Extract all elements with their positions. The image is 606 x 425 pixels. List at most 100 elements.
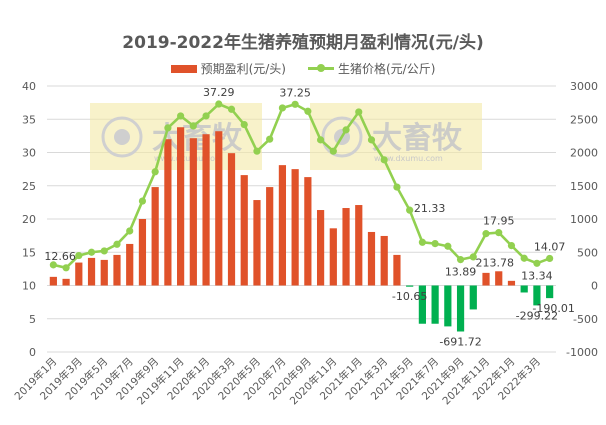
price-point [355, 108, 363, 116]
bar [164, 139, 172, 286]
bar [202, 134, 210, 286]
left-axis-tick: 0 [29, 346, 36, 359]
bar [126, 243, 134, 286]
bar [75, 262, 83, 286]
price-point [113, 240, 121, 248]
price-point [138, 197, 147, 205]
price-line [53, 102, 551, 270]
bar [87, 257, 96, 286]
watermark-brand: 大畜牧 [372, 121, 463, 156]
price-point [291, 100, 299, 108]
price-point [75, 251, 83, 260]
bar [316, 210, 325, 286]
price-point [100, 247, 108, 255]
bar [291, 169, 299, 286]
watermark-url: www.dxumu.com [154, 154, 223, 163]
bar [100, 259, 108, 286]
right-axis-tick: 500 [577, 246, 598, 259]
bar [329, 228, 337, 286]
price-point [278, 104, 287, 112]
bar [113, 254, 121, 286]
right-axis-tick: 3000 [570, 80, 598, 93]
bar [469, 285, 477, 310]
price-point [266, 135, 274, 143]
price-data-label: 17.95 [483, 215, 515, 228]
price-point [367, 136, 376, 144]
price-point [227, 105, 236, 113]
left-axis-tick: 30 [22, 147, 36, 160]
price-point [189, 122, 197, 130]
price-point [62, 264, 70, 272]
price-point [316, 136, 325, 144]
right-axis-tick: -500 [573, 313, 598, 326]
bar [546, 285, 554, 299]
left-axis-tick: 25 [22, 180, 36, 193]
bar [227, 153, 236, 286]
bar [355, 205, 363, 286]
bar-data-label: -299.22 [516, 309, 558, 322]
bar [342, 208, 350, 286]
bar [456, 285, 465, 332]
price-data-label: 13.89 [445, 266, 477, 279]
bar [62, 278, 70, 286]
price-data-label: 21.33 [414, 202, 446, 215]
legend-swatch-bar [170, 64, 197, 73]
left-axis-tick: 20 [22, 213, 36, 226]
right-axis-tick: 2000 [570, 147, 598, 160]
bar [507, 280, 516, 286]
bar [138, 219, 147, 286]
legend-item-price: 生猪价格(元/公斤) [308, 60, 435, 77]
bar [49, 276, 57, 286]
price-point [240, 120, 248, 129]
legend: 预期盈利(元/头) 生猪价格(元/公斤) [0, 60, 606, 77]
price-point [304, 107, 312, 115]
price-point [546, 254, 554, 263]
bar [406, 285, 414, 287]
price-point [495, 229, 503, 237]
watermark-logo-icon [101, 116, 143, 158]
bar [177, 127, 185, 286]
right-axis-tick: -1000 [566, 346, 598, 359]
bar [393, 254, 401, 286]
left-axis-tick: 10 [22, 280, 36, 293]
bar-data-label: -10.65 [392, 290, 427, 303]
bar [189, 138, 197, 286]
price-point [456, 256, 465, 264]
bar-data-label: -190.01 [532, 302, 574, 315]
watermark-url: www.dxumu.com [374, 154, 443, 163]
left-axis-tick: 5 [29, 313, 36, 326]
chart-title: 2019-2022年生猪养殖预期月盈利情况(元/头) [122, 33, 484, 53]
price-point [393, 183, 401, 191]
price-point [431, 240, 439, 248]
bar [431, 285, 439, 324]
bar [151, 187, 159, 286]
price-point [329, 147, 337, 155]
price-point [520, 254, 528, 262]
price-point [533, 259, 541, 267]
left-axis-tick: 15 [22, 246, 36, 259]
watermark-logo-icon [321, 116, 363, 158]
legend-swatch-line [308, 64, 334, 72]
price-data-label: 37.29 [203, 86, 235, 99]
price-point [87, 248, 96, 256]
price-point [482, 230, 490, 238]
price-point [253, 147, 261, 155]
price-data-label: 13.34 [521, 269, 553, 282]
right-axis-tick: 2500 [570, 113, 598, 126]
price-point [444, 242, 452, 250]
price-point [418, 238, 426, 246]
legend-item-profit: 预期盈利(元/头) [170, 60, 286, 77]
bar [380, 235, 388, 286]
right-axis-tick: 1500 [570, 180, 598, 193]
price-point [406, 206, 414, 214]
left-axis-tick: 40 [22, 80, 36, 93]
bar [253, 200, 261, 286]
bar [240, 175, 248, 286]
bar [266, 187, 274, 286]
price-point [164, 124, 172, 132]
right-axis-tick: 1000 [570, 213, 598, 226]
price-point [507, 242, 516, 250]
price-point [151, 168, 159, 176]
bar [304, 177, 312, 286]
